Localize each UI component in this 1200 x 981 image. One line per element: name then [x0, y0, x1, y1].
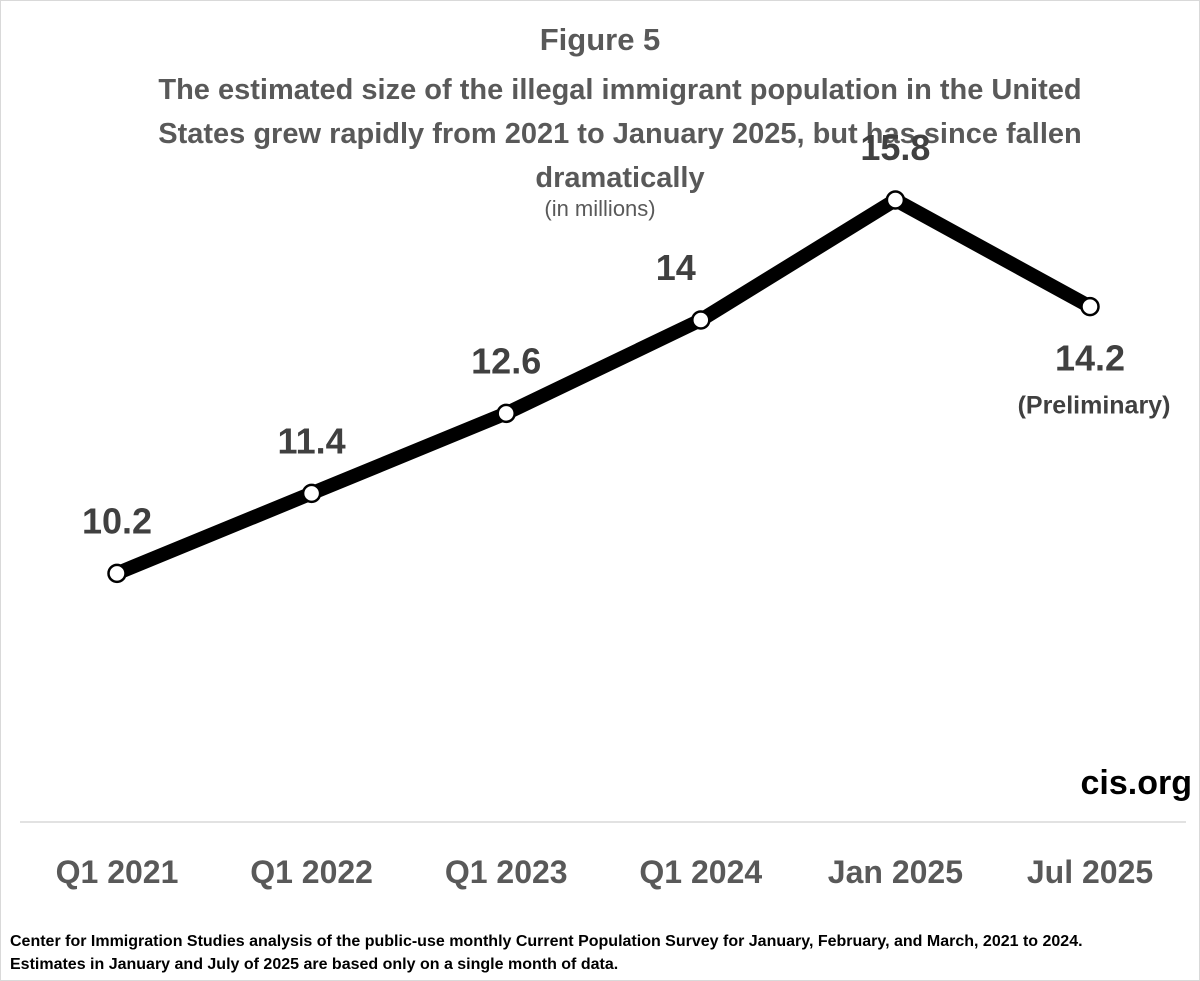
x-tick-label: Jan 2025 [828, 854, 963, 890]
source-note: Center for Immigration Studies analysis … [10, 930, 1190, 976]
data-label: 14.2 [1055, 338, 1125, 379]
data-point [1080, 296, 1100, 317]
data-label: 12.6 [471, 340, 541, 381]
data-label: 15.8 [860, 127, 930, 168]
figure-label: Figure 5 [539, 22, 661, 57]
data-label: 11.4 [278, 420, 346, 461]
x-tick-label: Q1 2021 [56, 854, 179, 890]
data-point [107, 563, 127, 584]
data-point [496, 403, 516, 424]
x-tick-label: Q1 2024 [639, 854, 762, 890]
data-point [885, 190, 906, 210]
data-point [301, 483, 322, 504]
chart-title: The estimated size of the illegal immigr… [158, 74, 1082, 194]
watermark: cis.org [1080, 764, 1192, 802]
x-tick-label: Jul 2025 [1027, 854, 1153, 890]
x-tick-label: Q1 2022 [250, 854, 373, 890]
annotation-label: (Preliminary) [1018, 392, 1171, 420]
source-line-1: Center for Immigration Studies analysis … [10, 933, 1083, 950]
series-line [110, 193, 1097, 581]
chart-subtitle: (in millions) [544, 196, 656, 221]
data-label: 14 [656, 247, 696, 288]
data-label: 10.2 [82, 500, 152, 541]
data-point [691, 310, 711, 330]
source-line-2: Estimates in January and July of 2025 ar… [10, 956, 619, 973]
x-tick-label: Q1 2023 [445, 854, 568, 890]
